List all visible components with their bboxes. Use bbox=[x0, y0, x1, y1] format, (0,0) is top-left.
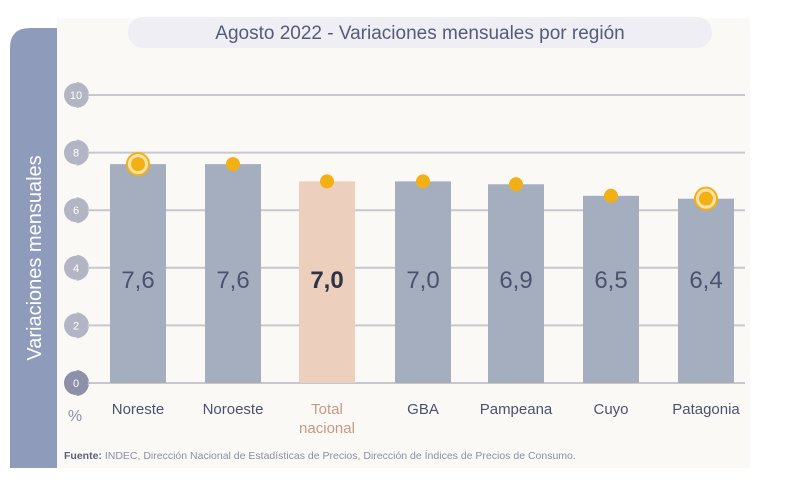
y-tick-label: 6 bbox=[73, 205, 79, 217]
y-tick-label: 4 bbox=[73, 263, 79, 275]
bar bbox=[110, 164, 166, 383]
category-label-line: Total bbox=[311, 401, 343, 418]
bar bbox=[205, 164, 261, 383]
source-label: Fuente: bbox=[64, 450, 102, 462]
source-text: INDEC, Dirección Nacional de Estadística… bbox=[102, 449, 576, 462]
y-tick-badge-circle bbox=[64, 198, 88, 223]
chart-title: Agosto 2022 - Variaciones mensuales por … bbox=[215, 23, 624, 44]
category-label-line: Noreste bbox=[112, 401, 165, 418]
category-label: Noreste bbox=[112, 401, 165, 418]
category-label-line: GBA bbox=[407, 401, 439, 418]
data-label: 7,6 bbox=[121, 267, 154, 294]
category-label: Patagonia bbox=[672, 401, 740, 418]
data-point bbox=[320, 174, 334, 189]
data-point bbox=[416, 174, 430, 189]
data-label: 7,0 bbox=[406, 267, 439, 294]
ylabel-band bbox=[10, 28, 57, 468]
data-label: 6,9 bbox=[499, 267, 532, 294]
y-tick-badge-circle bbox=[64, 313, 88, 338]
y-tick-label: 8 bbox=[73, 148, 79, 160]
bar bbox=[299, 181, 355, 383]
y-tick-label: 2 bbox=[73, 320, 79, 332]
category-label-line: Cuyo bbox=[593, 401, 628, 418]
bar bbox=[678, 198, 734, 383]
y-tick-badge-circle bbox=[64, 140, 88, 165]
y-tick-label: 0 bbox=[73, 378, 79, 390]
bar bbox=[395, 181, 451, 383]
data-label: 7,0 bbox=[310, 267, 343, 294]
source-note: Fuente: INDEC, Dirección Nacional de Est… bbox=[64, 449, 576, 462]
category-label: Cuyo bbox=[593, 401, 628, 418]
data-label: 6,5 bbox=[594, 267, 627, 294]
title-pill bbox=[128, 17, 712, 48]
bar bbox=[583, 195, 639, 383]
category-label-line: Patagonia bbox=[672, 401, 740, 418]
data-point bbox=[131, 157, 145, 172]
data-point bbox=[509, 177, 523, 192]
data-label: 7,6 bbox=[216, 267, 249, 294]
y-tick-label: 10 bbox=[70, 90, 82, 102]
data-point bbox=[604, 188, 618, 203]
y-tick-badge-circle bbox=[64, 83, 88, 107]
category-label: GBA bbox=[407, 401, 439, 418]
y-axis-label: Variaciones mensuales bbox=[24, 155, 46, 360]
category-label-line: nacional bbox=[299, 420, 355, 437]
category-label: Noroeste bbox=[203, 401, 264, 418]
data-label: 6,4 bbox=[689, 267, 722, 294]
y-tick-badge-circle bbox=[64, 371, 88, 395]
category-label-line: Noroeste bbox=[203, 401, 264, 418]
y-unit: % bbox=[68, 408, 82, 425]
category-label: Total nacional bbox=[299, 401, 355, 437]
data-point bbox=[699, 191, 713, 206]
data-point bbox=[226, 157, 240, 172]
category-label: Pampeana bbox=[480, 401, 553, 418]
y-tick-badge-circle bbox=[64, 255, 88, 280]
category-label-line: Pampeana bbox=[480, 401, 553, 418]
bar bbox=[488, 184, 544, 383]
